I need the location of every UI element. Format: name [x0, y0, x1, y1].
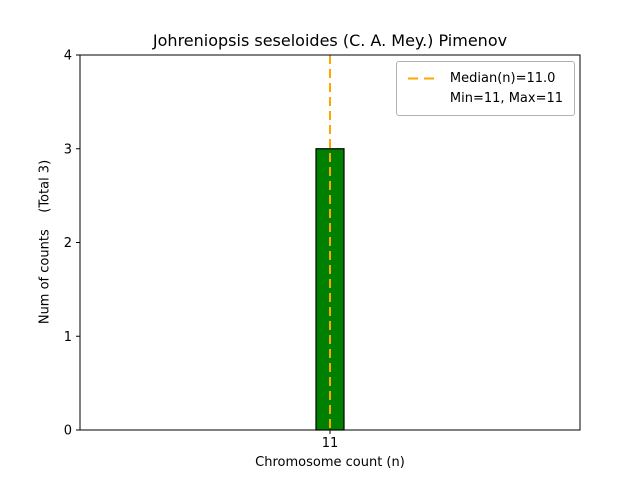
x-axis-label: Chromosome count (n) — [255, 455, 405, 470]
y-axis-label: Num of counts (Total 3) — [37, 159, 53, 325]
y-tick-label: 3 — [64, 142, 72, 157]
axes-frame — [79, 54, 581, 431]
legend-text: Median(n)=11.0 Min=11, Max=11 — [450, 69, 563, 108]
bar — [315, 148, 345, 431]
median-line-legend-swatch — [407, 77, 440, 80]
y-tick-label: 0 — [64, 424, 72, 439]
legend-median-label: Median(n)=11.0 — [449, 71, 556, 86]
legend-minmax-label: Min=11, Max=11 — [449, 90, 563, 106]
legend: Median(n)=11.0 Min=11, Max=11 — [395, 61, 575, 116]
y-tick-label: 1 — [64, 330, 72, 345]
y-tick-label: 2 — [64, 236, 72, 251]
x-tick-label: 11 — [322, 436, 339, 451]
chart-title: Johreniopsis seseloides (C. A. Mey.) Pim… — [152, 31, 508, 50]
y-tick-label: 4 — [64, 49, 72, 64]
